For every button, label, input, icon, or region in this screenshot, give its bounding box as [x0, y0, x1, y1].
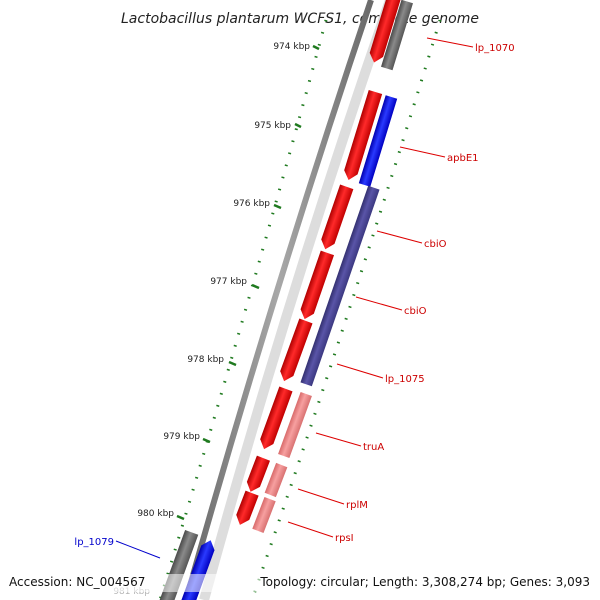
- backbone-shadow: [199, 0, 395, 600]
- forward-strand-features: [233, 0, 401, 528]
- tick-mark-980: [176, 514, 185, 521]
- gene-label-cbiO-2[interactable]: cbiO: [404, 306, 427, 317]
- cds-forward-rpsI[interactable]: [233, 490, 259, 528]
- leader-line-lp-1079: [115, 540, 161, 559]
- topology-text: Topology: circular; Length: 3,308,274 bp…: [259, 575, 590, 589]
- cds-forward-apbE1[interactable]: [342, 89, 383, 182]
- tick-mark-975: [294, 122, 302, 129]
- leader-line-truA: [315, 432, 362, 447]
- tick-label-978: 978 kbp: [187, 355, 224, 365]
- leader-line-cbiO-2: [355, 296, 403, 311]
- tick-label-979: 979 kbp: [163, 432, 200, 442]
- cds-reverse-rpsI[interactable]: [252, 496, 276, 534]
- dotted-ring-inner: [158, 19, 328, 600]
- map-title: Lactobacillus plantarum WCFS1, complete …: [121, 11, 479, 27]
- cds-reverse-lp-1070[interactable]: [381, 0, 413, 71]
- cds-forward-lp-1070[interactable]: [367, 0, 401, 65]
- gene-label-cbiO-1[interactable]: cbiO: [424, 239, 447, 250]
- gene-label-truA[interactable]: truA: [363, 442, 384, 453]
- gene-label-rpsI[interactable]: rpsI: [335, 533, 354, 544]
- cds-forward-cbiO-1[interactable]: [319, 184, 354, 252]
- gene-label-lp-1070[interactable]: lp_1070: [475, 43, 515, 54]
- tick-label-976: 976 kbp: [233, 199, 270, 209]
- leader-line-lp-1070: [426, 37, 474, 48]
- cds-reverse-cbiO-lp-1075[interactable]: [300, 185, 380, 387]
- gene-label-lp-1075[interactable]: lp_1075: [385, 374, 425, 385]
- leader-line-rplM: [297, 488, 345, 505]
- cds-reverse-apbE1[interactable]: [358, 95, 398, 187]
- leader-line-rpsI: [287, 521, 334, 538]
- cds-forward-truA[interactable]: [257, 386, 293, 452]
- tick-label-975: 975 kbp: [254, 121, 291, 131]
- reverse-strand-features: [252, 0, 413, 534]
- cds-forward-cbiO-2[interactable]: [298, 250, 335, 322]
- tick-mark-979: [202, 437, 211, 444]
- tick-mark-978: [228, 360, 237, 367]
- tick-label-974: 974 kbp: [273, 42, 310, 52]
- footer-band: [0, 574, 600, 592]
- leader-line-lp-1075: [336, 363, 384, 379]
- gene-labels: lp_1070 apbE1 cbiO cbiO lp_1075 truA rpl…: [74, 37, 515, 559]
- leader-line-cbiO-1: [376, 230, 423, 244]
- leader-line-apbE1: [399, 146, 446, 158]
- tick-mark-976: [273, 203, 282, 210]
- accession-text: Accession: NC_004567: [9, 575, 145, 589]
- cds-reverse-truA[interactable]: [278, 391, 312, 459]
- gene-label-lp-1079[interactable]: lp_1079: [74, 537, 114, 548]
- tick-label-977: 977 kbp: [210, 277, 247, 287]
- backbone: [183, 0, 395, 600]
- cds-forward-rplM[interactable]: [244, 455, 270, 495]
- tick-mark-974: [312, 44, 320, 51]
- tick-label-980: 980 kbp: [137, 509, 174, 519]
- cds-reverse-rplM[interactable]: [264, 462, 288, 498]
- gene-label-apbE1[interactable]: apbE1: [447, 153, 479, 164]
- cds-forward-lp-1075[interactable]: [277, 318, 313, 384]
- gene-label-rplM[interactable]: rplM: [346, 500, 368, 511]
- backbone-ring: [183, 0, 374, 600]
- tick-mark-977: [251, 283, 260, 290]
